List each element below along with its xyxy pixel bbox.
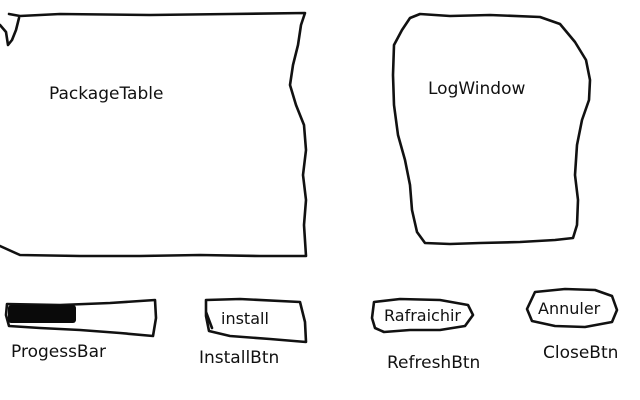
install-button-label: InstallBtn	[199, 348, 280, 368]
progress-bar-fill	[8, 305, 76, 323]
close-button-label: CloseBtn	[543, 343, 619, 363]
close-button-text: Annuler	[538, 299, 601, 318]
refresh-button-label: RefreshBtn	[387, 353, 481, 373]
progress-bar-label: ProgessBar	[11, 342, 107, 362]
log-window-label: LogWindow	[428, 79, 526, 99]
install-button-text: install	[221, 309, 269, 328]
package-table-label: PackageTable	[49, 84, 164, 104]
log-window[interactable]	[394, 16, 588, 244]
package-table[interactable]	[0, 14, 305, 256]
refresh-button-text: Rafraichir	[384, 307, 461, 325]
progress-bar	[6, 300, 156, 336]
